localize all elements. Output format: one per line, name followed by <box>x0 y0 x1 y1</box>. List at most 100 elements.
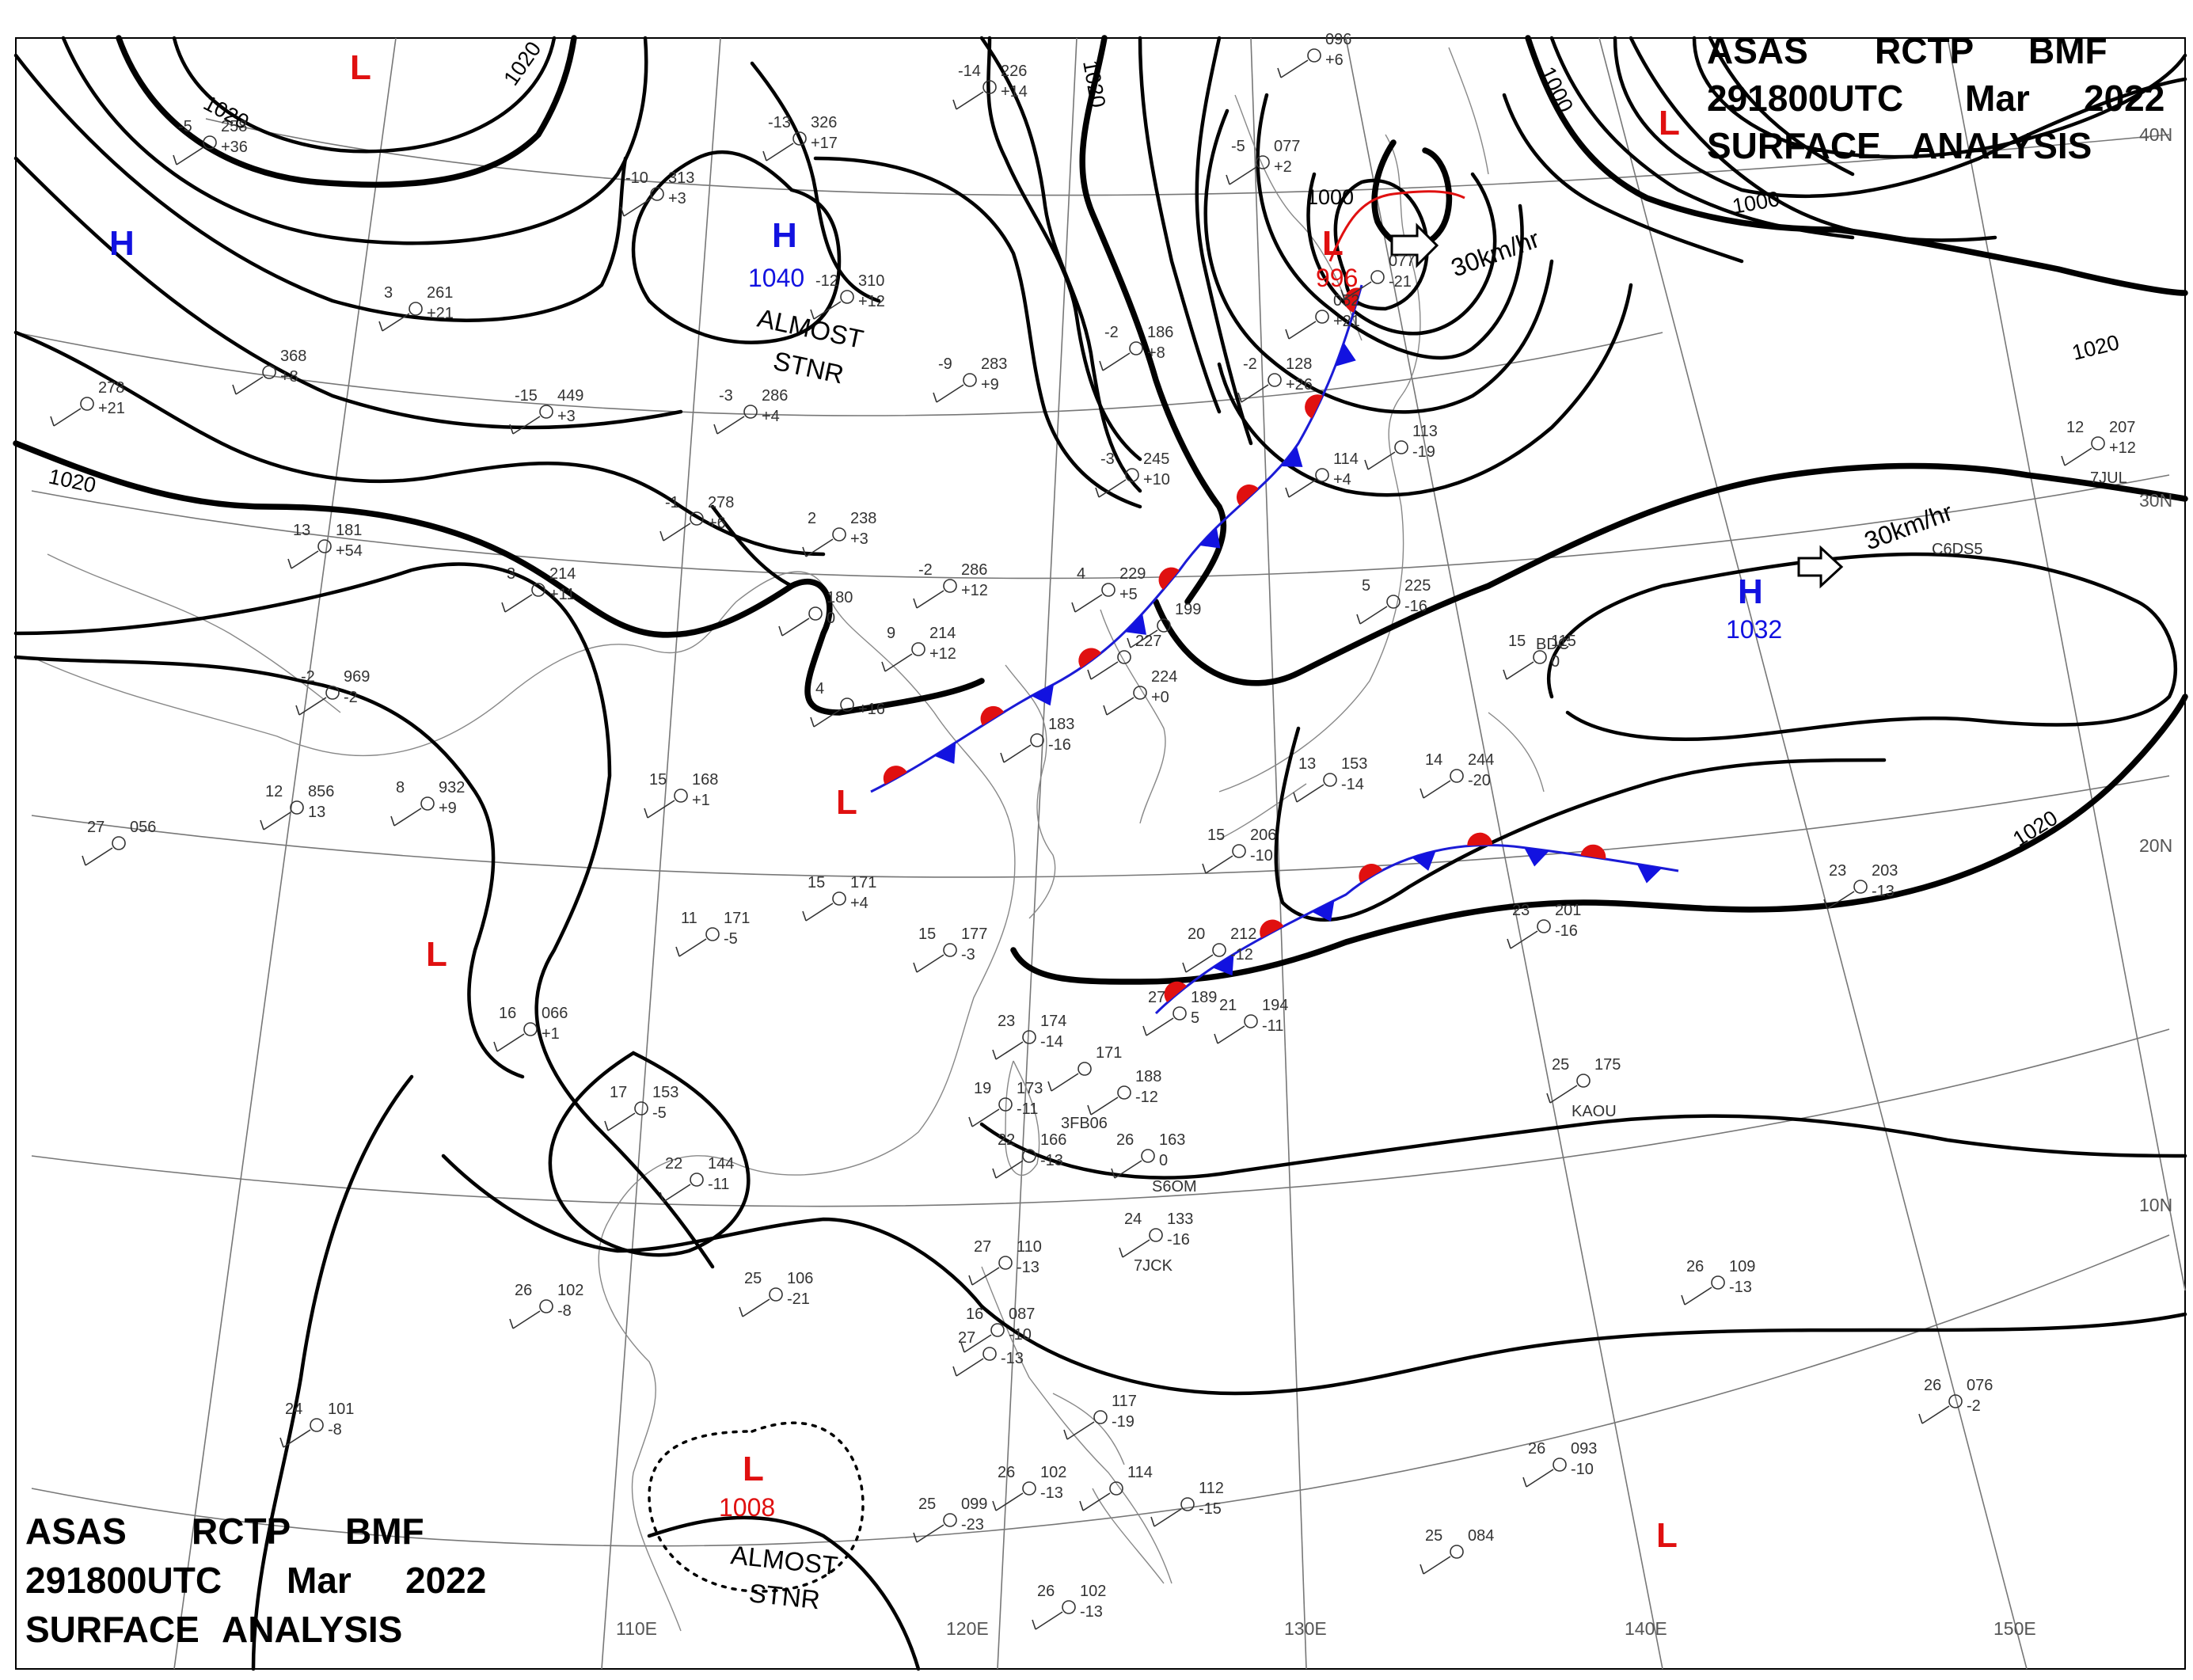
cold-front-triangle-icon <box>1212 954 1234 976</box>
station-temperature: 26 <box>1528 1440 1545 1458</box>
station-plot: 3 214 +11 <box>501 565 576 613</box>
station-plot: 15 115 0 <box>1503 633 1576 680</box>
station-temperature: 5 <box>1362 577 1370 595</box>
station-temperature: 15 <box>1207 827 1225 844</box>
station-tendency: -2 <box>1967 1397 1981 1415</box>
station-plot: 12 207 +12 <box>2061 419 2136 466</box>
station-plot: 077-21 <box>1340 253 1415 300</box>
station-plot: 199 <box>1127 601 1201 648</box>
station-circle-icon <box>523 1022 538 1036</box>
station-tendency: -11 <box>1017 1100 1038 1118</box>
station-circle-icon <box>1077 1062 1092 1076</box>
wind-barb-icon <box>1087 1097 1119 1116</box>
header-top: ASAS RCTP BMF 291800UTC Mar 2022 SURFACE… <box>1707 30 2164 166</box>
station-circle-icon <box>1315 310 1329 324</box>
station-plot: 26 163 0 <box>1111 1131 1185 1179</box>
station-circle-icon <box>1244 1014 1258 1028</box>
station-pressure: 207 <box>2109 419 2135 436</box>
station-circle-icon <box>1256 155 1270 169</box>
station-pressure: 278 <box>98 379 124 397</box>
wind-barb-icon <box>501 594 533 613</box>
station-plot: 171 <box>1047 1044 1122 1092</box>
station-temperature: 4 <box>1077 565 1085 583</box>
header-agency: ASAS <box>25 1511 127 1552</box>
station-tendency: 0 <box>827 610 835 627</box>
station-pressure: 153 <box>1341 755 1367 773</box>
station-tendency: -10 <box>1250 847 1273 865</box>
station-temperature: 12 <box>2066 419 2084 436</box>
station-plot: 15 168 +1 <box>644 771 718 819</box>
station-tendency: -12 <box>1135 1089 1158 1106</box>
wind-barb-icon <box>1918 1405 1950 1424</box>
station-pressure: 181 <box>336 522 362 539</box>
station-circle-icon <box>310 1418 324 1432</box>
station-pressure: 096 <box>1325 31 1351 48</box>
station-circle-icon <box>1141 1149 1155 1163</box>
warm-front-semicircle-icon <box>1467 832 1493 846</box>
header-year: 2022 <box>2084 78 2164 119</box>
wind-barb-icon <box>960 1334 992 1353</box>
wind-barb-icon <box>1111 1160 1142 1179</box>
station-pressure: 128 <box>1286 355 1312 373</box>
wind-barb-icon <box>1071 594 1103 613</box>
station-temperature: 26 <box>1116 1131 1134 1149</box>
station-tendency: +4 <box>1333 471 1351 488</box>
station-pressure: 174 <box>1040 1013 1066 1030</box>
station-circle-icon <box>911 642 925 656</box>
station-temperature: 21 <box>1219 997 1237 1014</box>
station-plot: 15 177 -3 <box>913 926 987 973</box>
station-pressure: 166 <box>1040 1131 1066 1149</box>
station-plot: 4 +16 <box>810 680 885 728</box>
isobar-label: 1000 <box>1306 185 1354 209</box>
wind-barb-icon <box>1546 1085 1578 1104</box>
station-tendency: -16 <box>1048 736 1071 754</box>
graticule-labels: 110E 120E 130E 140E 150E 40N 30N 20N 10N <box>616 124 2172 1639</box>
wind-barb-icon <box>1681 1287 1712 1306</box>
station-tendency: -10 <box>1571 1461 1594 1478</box>
station-ids: BDC KAOU 7JCK 3FB06 S6OM C6DS5 7JUL <box>1061 469 2127 1275</box>
station-tendency: +1 <box>692 792 710 809</box>
station-temperature: 25 <box>1425 1527 1442 1545</box>
cold-front-triangle-icon <box>1311 900 1335 922</box>
station-pressure: 077 <box>1274 138 1300 155</box>
wind-barb-icon <box>952 91 984 110</box>
station-pressure: 168 <box>692 771 718 789</box>
warm-front-semicircle-icon <box>1236 484 1259 506</box>
station-tendency: +5 <box>1119 586 1138 603</box>
station-plot: 227 <box>1087 633 1161 680</box>
station-circle-icon <box>1370 270 1385 284</box>
station-circle-icon <box>1711 1275 1725 1290</box>
station-plot: -2 969 -2 <box>295 668 370 716</box>
station-pressure: 114 <box>1127 1464 1153 1481</box>
station-circle-icon <box>832 527 846 542</box>
station-circle-icon <box>1093 1410 1108 1424</box>
station-pressure: 110 <box>1017 1238 1042 1256</box>
longitude-label: 130E <box>1284 1618 1327 1639</box>
station-circle-icon <box>1180 1497 1195 1511</box>
cold-front-triangle-icon <box>934 742 956 764</box>
station-circle-icon <box>1133 686 1147 700</box>
station-plot: 25 175 <box>1546 1056 1621 1104</box>
wind-barb-icon <box>1095 479 1127 498</box>
station-temperature: -3 <box>719 387 733 405</box>
warm-front-semicircle-icon <box>1164 981 1187 1002</box>
station-temperature: 27 <box>958 1329 975 1347</box>
station-circle-icon <box>982 80 997 94</box>
wind-barb-icon <box>1099 352 1131 371</box>
station-temperature: 23 <box>998 1013 1015 1030</box>
station-circle-icon <box>539 405 553 419</box>
station-pressure: 087 <box>1009 1306 1035 1323</box>
station-tendency: -20 <box>1468 772 1491 789</box>
station-pressure: 286 <box>961 561 987 579</box>
station-pressure: 188 <box>1135 1068 1161 1085</box>
header-product: BMF <box>2028 30 2107 71</box>
wind-barb-icon <box>287 550 319 569</box>
station-circle-icon <box>1553 1458 1567 1472</box>
station-pressure: 153 <box>652 1084 678 1101</box>
station-temperature: -10 <box>625 169 648 187</box>
station-tendency: +21 <box>1333 313 1360 330</box>
station-temperature: -5 <box>178 118 192 135</box>
station-tendency: +4 <box>762 408 780 425</box>
longitude-label: 140E <box>1625 1618 1667 1639</box>
station-pressure: 856 <box>308 783 334 800</box>
